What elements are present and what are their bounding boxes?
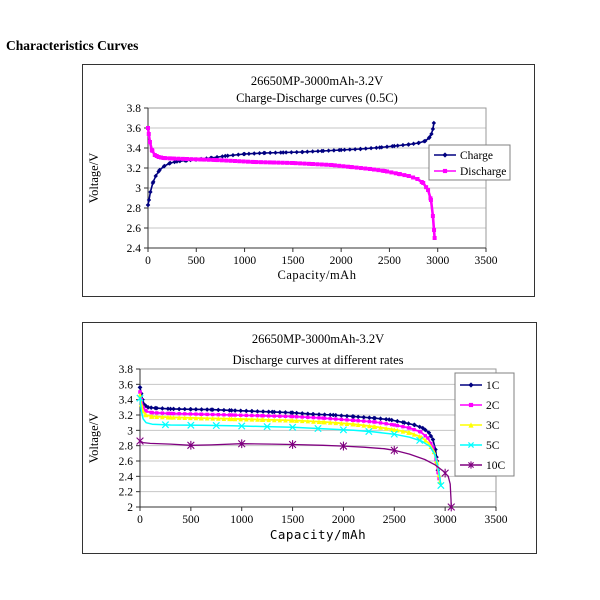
svg-text:5C: 5C [486,440,500,452]
svg-text:Voltage/V: Voltage/V [87,153,101,203]
legend-item-3C: 3C [460,420,500,432]
legend: 1C 2C 3C 5C 10C [454,372,515,477]
svg-text:2.6: 2.6 [119,456,134,468]
svg-text:1500: 1500 [281,514,304,526]
svg-text:2: 2 [127,502,133,514]
legend-item-Charge: Charge [434,150,493,162]
svg-text:2.8: 2.8 [127,203,142,215]
svg-text:3.4: 3.4 [127,143,142,155]
legend-item-5C: 5C [460,440,500,452]
svg-text:500: 500 [182,514,200,526]
svg-text:Charge-Discharge curves (0.5C): Charge-Discharge curves (0.5C) [236,91,398,105]
gridlines [148,107,486,229]
axis-titles: Capacity/mAh Voltage/V [87,153,357,282]
svg-text:10C: 10C [486,460,506,472]
chart-title: 26650MP-3000mAh-3.2V Discharge curves at … [233,332,404,367]
svg-text:3.6: 3.6 [127,123,142,135]
svg-text:2.8: 2.8 [119,441,134,453]
tick-labels: 0 500 1000 1500 2000 2500 3000 3500 3.8 3.6 3.4 3.2… [119,364,508,526]
svg-text:3000: 3000 [434,514,457,526]
svg-text:26650MP-3000mAh-3.2V: 26650MP-3000mAh-3.2V [252,332,384,346]
svg-text:0: 0 [137,514,143,526]
discharge-rates-chart: 26650MP-3000mAh-3.2V Discharge curves at … [82,322,537,554]
svg-text:2C: 2C [486,400,500,412]
series-10C [136,436,456,512]
svg-text:500: 500 [188,255,206,267]
tick-labels: 0 500 1000 1500 2000 2500 3000 3500 3.8 3.6 3.4 3.2… [127,103,498,267]
svg-text:1000: 1000 [233,255,256,267]
svg-text:Discharge: Discharge [460,166,506,178]
svg-text:3.6: 3.6 [119,379,134,391]
svg-text:2.4: 2.4 [127,243,142,255]
svg-text:3.8: 3.8 [119,364,134,376]
charge-discharge-chart: 26650MP-3000mAh-3.2V Charge-Discharge cur… [82,64,535,297]
svg-text:3.2: 3.2 [119,410,134,422]
svg-text:2500: 2500 [378,255,401,267]
svg-text:2.6: 2.6 [127,223,142,235]
svg-text:Capacity/mAh: Capacity/mAh [270,527,366,542]
svg-text:2.4: 2.4 [119,471,134,483]
svg-text:26650MP-3000mAh-3.2V: 26650MP-3000mAh-3.2V [251,74,383,88]
svg-text:3.4: 3.4 [119,395,134,407]
legend-item-1C: 1C [460,380,500,392]
svg-text:3500: 3500 [485,514,508,526]
svg-text:3000: 3000 [426,255,449,267]
svg-text:2.2: 2.2 [119,487,134,499]
svg-text:1C: 1C [486,380,500,392]
chart-title: 26650MP-3000mAh-3.2V Charge-Discharge cur… [236,74,398,105]
svg-text:0: 0 [145,255,151,267]
svg-text:3C: 3C [486,420,500,432]
charge-discharge-chart-canvas: 26650MP-3000mAh-3.2V Charge-Discharge cur… [87,74,511,282]
series-3C [137,392,443,484]
axes [139,368,497,508]
legend: Charge Discharge [428,144,511,181]
svg-text:3: 3 [135,183,141,195]
svg-text:3.8: 3.8 [127,103,142,115]
page-title: Characteristics Curves [6,38,139,53]
axis-titles: Capacity/mAh Voltage/V [87,413,366,542]
legend-item-Discharge: Discharge [434,166,506,178]
svg-text:3500: 3500 [475,255,498,267]
svg-text:Charge: Charge [460,150,493,162]
legend-item-2C: 2C [460,400,500,412]
svg-text:1500: 1500 [281,255,304,267]
series-5C [136,394,445,490]
svg-text:3: 3 [127,425,133,437]
svg-text:3.2: 3.2 [127,163,142,175]
series-Discharge [146,126,437,240]
svg-text:Voltage/V: Voltage/V [87,413,101,463]
svg-text:Capacity/mAh: Capacity/mAh [278,268,357,282]
svg-text:2000: 2000 [332,514,355,526]
svg-text:Discharge curves at different: Discharge curves at different rates [233,353,404,367]
svg-text:2000: 2000 [330,255,353,267]
legend-item-10C: 10C [460,460,506,472]
svg-text:1000: 1000 [230,514,253,526]
discharge-rates-chart-canvas: 26650MP-3000mAh-3.2V Discharge curves at … [87,332,515,542]
svg-text:2500: 2500 [383,514,406,526]
gridlines [140,368,496,493]
